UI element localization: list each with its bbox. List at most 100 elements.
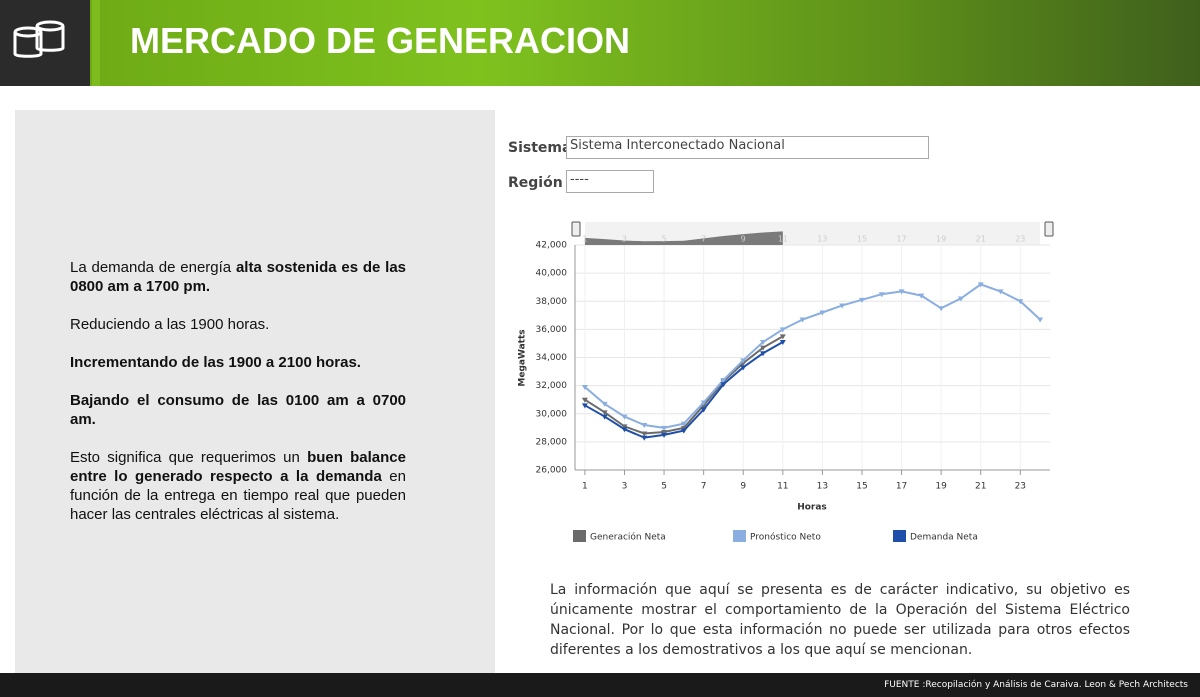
point bbox=[740, 365, 747, 371]
point bbox=[720, 382, 727, 388]
y-tick-label: 34,000 bbox=[536, 353, 568, 363]
navigator-label: 21 bbox=[976, 235, 986, 244]
point bbox=[581, 385, 588, 391]
point bbox=[878, 292, 885, 298]
x-tick-label: 13 bbox=[817, 482, 828, 492]
point bbox=[601, 401, 608, 407]
x-tick-label: 17 bbox=[896, 482, 907, 492]
y-tick-label: 38,000 bbox=[536, 297, 568, 307]
x-tick-label: 1 bbox=[582, 482, 588, 492]
point bbox=[799, 317, 806, 323]
navigator-area bbox=[584, 231, 783, 245]
point bbox=[760, 351, 767, 357]
navigator-label: 13 bbox=[817, 235, 827, 244]
point bbox=[661, 430, 668, 436]
point bbox=[779, 327, 786, 333]
y-tick-label: 42,000 bbox=[536, 241, 568, 251]
x-tick-label: 23 bbox=[1015, 482, 1026, 492]
point bbox=[1017, 299, 1024, 305]
point bbox=[938, 306, 945, 312]
description: La demanda de energía alta sostenida es … bbox=[70, 258, 406, 543]
x-tick-label: 21 bbox=[975, 482, 986, 492]
y-tick-label: 26,000 bbox=[536, 466, 568, 476]
barrels-icon bbox=[13, 20, 65, 58]
point bbox=[858, 297, 865, 303]
text-run: Esto significa que requerimos un bbox=[70, 449, 308, 466]
y-tick-label: 28,000 bbox=[536, 437, 568, 447]
point bbox=[621, 414, 628, 420]
x-tick-label: 15 bbox=[856, 482, 867, 492]
navigator-label: 7 bbox=[701, 235, 706, 244]
icon-box bbox=[0, 0, 90, 86]
footer: FUENTE :Recopilación y Análisis de Carai… bbox=[0, 673, 1200, 697]
point bbox=[661, 425, 668, 431]
point bbox=[641, 435, 648, 441]
text-run: Reduciendo a las 1900 horas. bbox=[70, 316, 270, 333]
navigator-label: 15 bbox=[857, 235, 867, 244]
region-select[interactable]: ---- bbox=[566, 170, 654, 193]
text-run: en función de la entrega en tiempo real … bbox=[70, 468, 406, 523]
point bbox=[720, 378, 727, 383]
text-run: La demanda de energía bbox=[70, 259, 236, 276]
x-tick-label: 11 bbox=[777, 482, 788, 492]
sistema-select[interactable]: Sistema Interconectado Nacional bbox=[566, 136, 929, 159]
legend-swatch bbox=[893, 530, 906, 542]
point bbox=[601, 410, 608, 416]
text-run: Bajando el consumo de las 0100 am a 0700… bbox=[70, 392, 406, 428]
legend-swatch bbox=[573, 530, 586, 542]
point bbox=[581, 403, 588, 409]
navigator-handle bbox=[571, 221, 581, 237]
point bbox=[760, 345, 767, 351]
text-run: buen balance entre lo generado respecto … bbox=[70, 449, 406, 485]
header bbox=[0, 0, 1200, 86]
text-run: Incrementando de las 1900 a 2100 horas. bbox=[70, 354, 361, 371]
x-tick-label: 19 bbox=[935, 482, 947, 492]
point bbox=[700, 400, 707, 406]
point bbox=[680, 425, 687, 431]
legend-label: Generación Neta bbox=[590, 532, 666, 543]
x-tick-label: 3 bbox=[622, 482, 628, 492]
paragraph: Incrementando de las 1900 a 2100 horas. bbox=[70, 353, 406, 372]
point bbox=[680, 421, 687, 427]
legend-label: Pronóstico Neto bbox=[750, 532, 821, 543]
point bbox=[898, 289, 905, 295]
navigator-label: 19 bbox=[936, 235, 946, 244]
y-tick-label: 36,000 bbox=[536, 325, 568, 335]
chart: MegaWatts Horas 26,000 28,000 30,000 32,000… bbox=[518, 221, 1054, 543]
point bbox=[641, 423, 648, 428]
point bbox=[839, 303, 846, 309]
point bbox=[957, 296, 964, 302]
region-label: Región bbox=[508, 175, 563, 191]
navigator-label: 17 bbox=[896, 235, 906, 244]
point bbox=[621, 427, 628, 433]
left-panel bbox=[15, 110, 495, 673]
text-run: alta sostenida es de las 0800 am a 1700 … bbox=[70, 259, 407, 295]
point bbox=[1037, 317, 1044, 323]
paragraph: La demanda de energía alta sostenida es … bbox=[70, 258, 406, 296]
point bbox=[779, 334, 786, 340]
point bbox=[977, 282, 984, 288]
point bbox=[760, 340, 767, 346]
sistema-label: Sistema bbox=[508, 140, 572, 156]
navigator-label: 23 bbox=[1015, 235, 1025, 244]
navigator-label: 5 bbox=[662, 235, 667, 244]
point bbox=[581, 397, 588, 403]
y-axis-title: MegaWatts bbox=[518, 329, 528, 386]
accent-bar bbox=[92, 0, 100, 86]
navigator-label: 9 bbox=[741, 235, 746, 244]
point bbox=[918, 293, 925, 299]
y-tick-label: 30,000 bbox=[536, 409, 568, 419]
x-tick-label: 5 bbox=[661, 482, 667, 492]
y-tick-label: 32,000 bbox=[536, 381, 568, 391]
navigator-label: 11 bbox=[778, 235, 788, 244]
point bbox=[661, 432, 668, 438]
footer-text: FUENTE :Recopilación y Análisis de Carai… bbox=[884, 680, 1188, 690]
navigator-handle bbox=[1044, 221, 1054, 237]
x-axis-title: Horas bbox=[797, 503, 827, 513]
point bbox=[997, 289, 1004, 295]
x-tick-label: 7 bbox=[701, 482, 707, 492]
disclaimer: La información que aquí se presenta es d… bbox=[550, 582, 1130, 658]
navigator-label: 3 bbox=[622, 235, 627, 244]
page-title: MERCADO DE GENERACION bbox=[130, 20, 631, 61]
point bbox=[740, 358, 747, 364]
